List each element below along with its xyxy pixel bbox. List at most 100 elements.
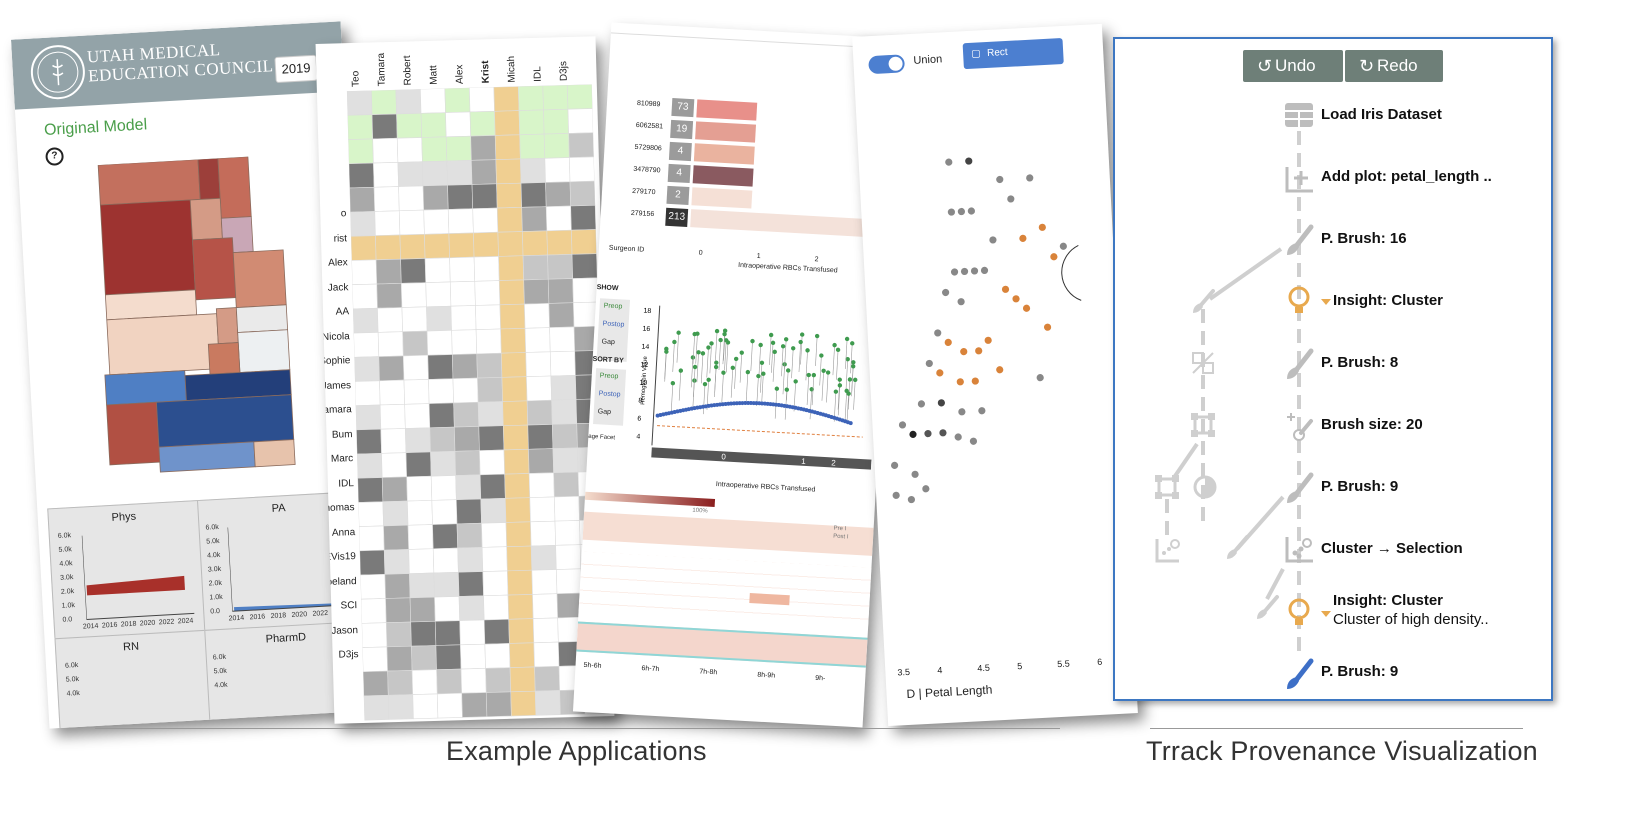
y-tick: 14 xyxy=(641,344,649,351)
brush-icon xyxy=(1287,348,1314,379)
surgeon-id[interactable]: 279170 xyxy=(631,187,656,197)
iris-scatterplot[interactable] xyxy=(855,84,1135,676)
preop-point xyxy=(835,347,841,353)
redo-button[interactable]: ↻ Redo xyxy=(1345,50,1443,82)
matrix-column-label[interactable]: Teo xyxy=(350,70,362,88)
show-preop[interactable]: Preop xyxy=(603,302,623,311)
utah-choropleth-map[interactable] xyxy=(78,154,306,485)
matrix-cell xyxy=(427,354,454,380)
node-brush-size[interactable]: Brush size: 20 xyxy=(1321,416,1423,433)
show-gap[interactable]: Gap xyxy=(601,338,616,347)
surgeon-id[interactable]: 279156 xyxy=(630,209,655,219)
node-brush-8[interactable]: P. Brush: 8 xyxy=(1321,354,1399,371)
sort-preop[interactable]: Preop xyxy=(599,372,619,381)
matrix-grid[interactable] xyxy=(346,84,610,721)
union-toggle[interactable] xyxy=(868,54,906,75)
iris-point xyxy=(971,377,979,385)
matrix-column-label[interactable]: Micah xyxy=(505,55,518,83)
matrix-cell xyxy=(386,645,413,672)
node-insight-cluster-2[interactable]: Insight: Cluster xyxy=(1333,592,1444,609)
undo-button[interactable]: ↺ Undo xyxy=(1243,50,1343,82)
rbc-heat-cell[interactable] xyxy=(690,209,871,238)
show-postop[interactable]: Postop xyxy=(602,320,625,329)
matrix-cell xyxy=(428,378,454,404)
node-brush-9-current[interactable]: P. Brush: 9 xyxy=(1321,663,1399,680)
y-tick: 0.0 xyxy=(62,616,73,624)
matrix-cell xyxy=(532,593,558,619)
matrix-column-label[interactable]: Robert xyxy=(401,55,414,86)
node-load-dataset[interactable]: Load Iris Dataset xyxy=(1321,106,1442,123)
node-insight-cluster[interactable]: Insight: Cluster xyxy=(1333,292,1444,309)
matrix-cell xyxy=(527,424,554,450)
surgeon-count: 73 xyxy=(671,97,695,118)
preop-point xyxy=(791,346,796,351)
matrix-column-label[interactable]: Tamara xyxy=(375,52,388,87)
year-select[interactable]: 2019 xyxy=(274,54,318,84)
phys-chart: Phys 6.0k 5.0k 4.0k 3.0k 2.0k 1.0k 0.0 2… xyxy=(47,499,207,641)
matrix-row-label[interactable]: o xyxy=(340,208,347,220)
matrix-cell xyxy=(461,692,488,718)
matrix-cell xyxy=(481,522,507,548)
rbc-heat-cell[interactable] xyxy=(691,187,753,209)
rbc-heat-cell[interactable] xyxy=(692,165,754,187)
matrix-column-label[interactable]: D3js xyxy=(558,60,570,82)
matrix-column-label[interactable]: IDL xyxy=(532,66,544,82)
redo-label: Redo xyxy=(1377,56,1418,75)
postop-point xyxy=(732,401,737,406)
iris-point xyxy=(1036,374,1044,382)
rbc-heat-cell[interactable] xyxy=(695,121,757,143)
preop-point xyxy=(696,350,701,355)
node-cluster-selection[interactable]: Cluster → Selection xyxy=(1321,540,1463,557)
iris-point xyxy=(936,369,944,377)
surgeon-id[interactable]: 5729806 xyxy=(634,143,662,153)
x-tick: 5 xyxy=(1017,660,1023,672)
help-icon[interactable]: ? xyxy=(45,147,65,166)
matrix-cell xyxy=(448,232,475,259)
y-tick: 4.0k xyxy=(214,681,228,690)
matrix-cell xyxy=(454,426,480,452)
rect-button[interactable]: ▢ Rect xyxy=(962,38,1064,70)
matrix-column-label[interactable]: Krist xyxy=(480,60,492,84)
preop-point xyxy=(844,336,850,342)
show-label: SHOW xyxy=(596,284,619,293)
caption-example-applications: Example Applications xyxy=(446,736,707,766)
matrix-cell xyxy=(477,401,504,427)
matrix-cell xyxy=(398,185,425,212)
timeline-selection[interactable] xyxy=(576,621,868,668)
rbc-heat-cell[interactable] xyxy=(693,143,755,165)
matrix-column-label[interactable]: Alex xyxy=(454,64,466,85)
iris-point xyxy=(980,266,989,275)
iris-point xyxy=(909,430,917,438)
node-brush-9[interactable]: P. Brush: 9 xyxy=(1321,478,1399,495)
rbc-heat-cell[interactable] xyxy=(696,99,758,121)
matrix-row-label[interactable]: rist xyxy=(333,232,348,245)
undo-icon: ↺ xyxy=(1257,56,1273,76)
postop-point xyxy=(743,401,748,406)
x-tick: 3.5 xyxy=(897,666,911,678)
matrix-cell xyxy=(485,667,512,693)
x-tick: 2022 xyxy=(158,618,175,627)
preop-point xyxy=(833,389,839,394)
matrix-column-label[interactable]: Matt xyxy=(428,65,440,85)
matrix-cell xyxy=(534,665,561,692)
surgeon-id[interactable]: 3478790 xyxy=(633,165,661,175)
node-add-plot[interactable]: Add plot: petal_length .. xyxy=(1321,168,1492,185)
time-label: 7h-8h xyxy=(699,668,718,677)
surgeon-id[interactable]: 6062581 xyxy=(635,121,664,131)
matrix-cell xyxy=(451,329,478,355)
surgeon-id[interactable]: 810989 xyxy=(636,99,661,109)
matrix-cell xyxy=(506,545,533,572)
matrix-cell xyxy=(520,157,546,184)
provenance-tree[interactable] xyxy=(1115,39,1551,699)
sort-gap[interactable]: Gap xyxy=(597,408,612,417)
preop-point xyxy=(845,356,850,362)
preop-point xyxy=(702,381,708,387)
surgeon-count: 4 xyxy=(667,163,691,184)
node-brush-16[interactable]: P. Brush: 16 xyxy=(1321,230,1407,247)
sort-postop[interactable]: Postop xyxy=(598,390,621,399)
y-tick: 2.0k xyxy=(60,588,75,596)
matrix-cell xyxy=(363,694,390,721)
matrix-cell xyxy=(445,111,472,138)
matrix-cell xyxy=(459,619,486,646)
